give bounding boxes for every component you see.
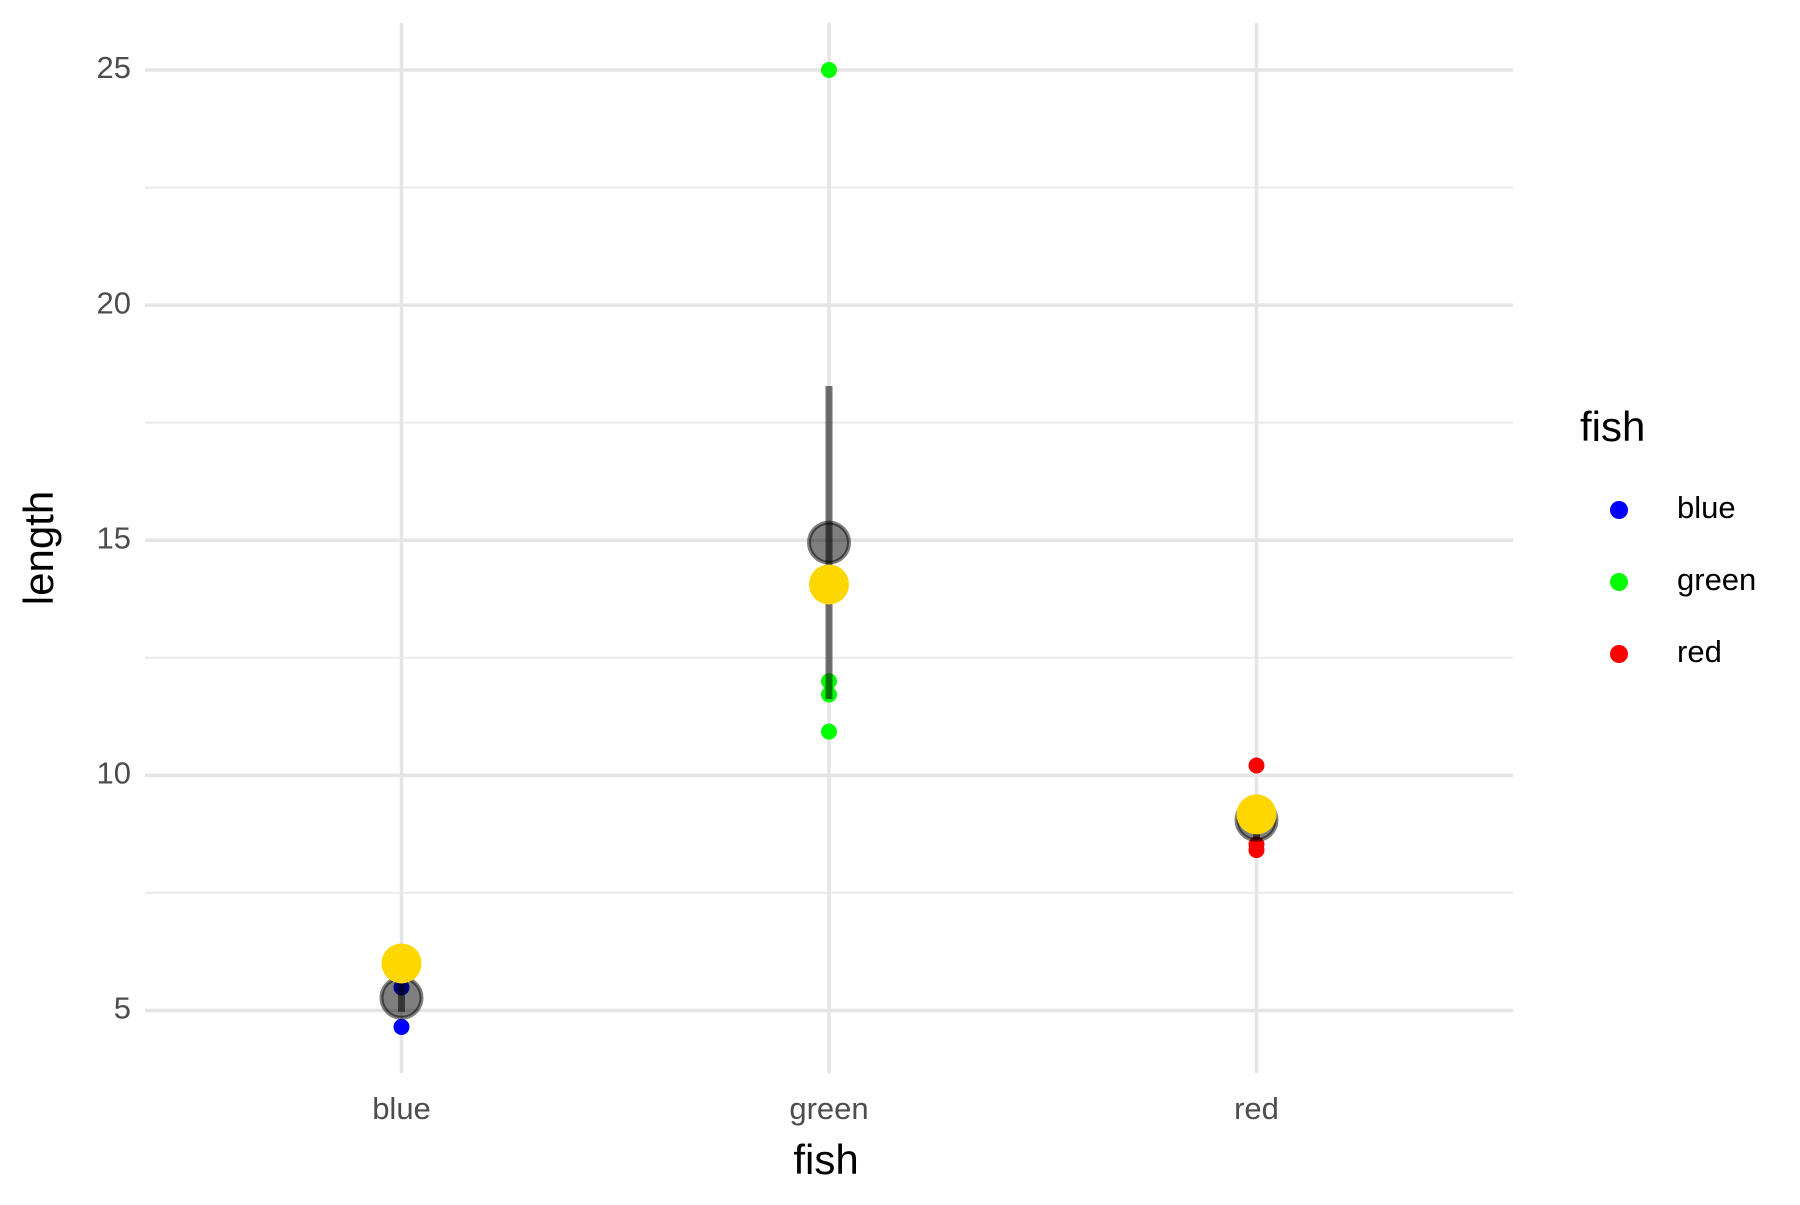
y-tick-label: 15 [97, 520, 131, 555]
y-tick-label: 20 [97, 285, 131, 320]
legend-key [1610, 501, 1628, 519]
highlight-point [809, 564, 849, 605]
point [1248, 757, 1265, 774]
x-tick-label: blue [372, 1091, 431, 1126]
y-tick-label: 25 [97, 50, 131, 85]
x-tick-label: green [789, 1091, 868, 1126]
legend-key [1610, 573, 1628, 591]
point [821, 62, 837, 79]
highlight-point [381, 943, 422, 984]
mean-point [379, 975, 424, 1020]
legend-label: red [1677, 634, 1722, 669]
legend-key [1610, 645, 1628, 663]
y-tick-label: 10 [97, 756, 131, 791]
point [821, 723, 837, 740]
y-tick-label: 5 [114, 991, 131, 1026]
legend-title: fish [1580, 403, 1645, 450]
mean-point [807, 520, 851, 565]
highlight-point [1236, 794, 1277, 835]
point [393, 1018, 410, 1035]
x-tick-label: red [1234, 1091, 1279, 1126]
legend-label: green [1677, 562, 1756, 597]
legend-label: blue [1677, 490, 1736, 525]
y-axis-title: length [15, 491, 62, 605]
point [1248, 842, 1265, 859]
x-axis-title: fish [793, 1136, 858, 1183]
